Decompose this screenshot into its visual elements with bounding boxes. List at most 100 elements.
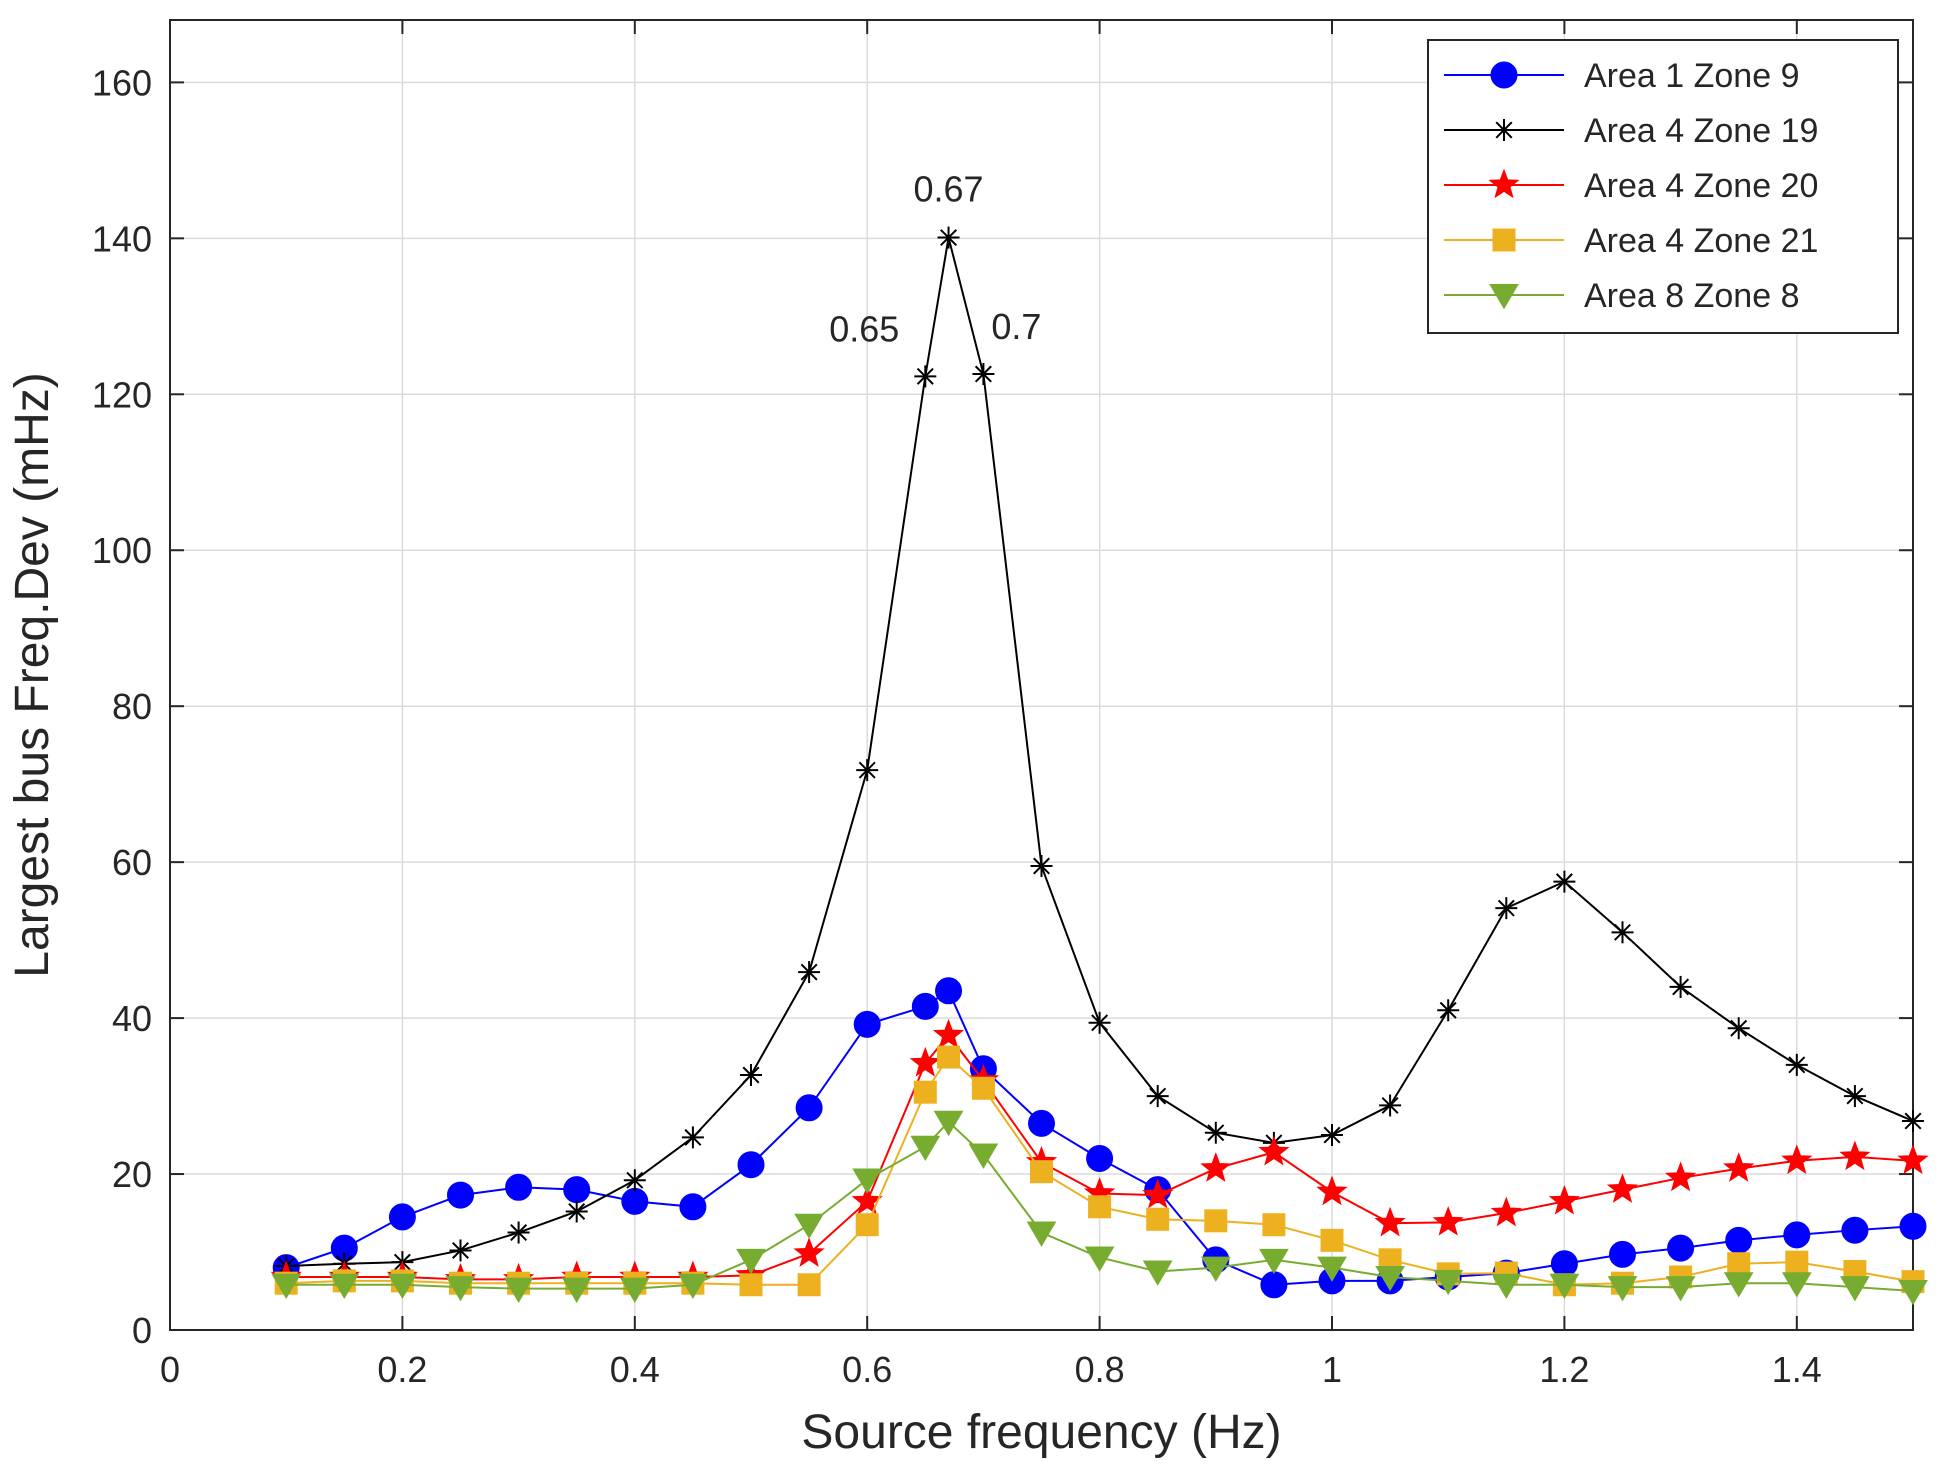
legend-marker [1488, 168, 1520, 199]
asterisk-stroke [510, 1224, 528, 1242]
y-tick-label: 40 [112, 998, 152, 1039]
data-point [1374, 1206, 1406, 1237]
legend-label: Area 4 Zone 19 [1584, 112, 1818, 150]
data-point [971, 1076, 995, 1100]
legend-marker [1490, 61, 1518, 89]
data-point [911, 992, 939, 1020]
data-point [1379, 1094, 1402, 1117]
series-line [286, 1120, 1914, 1293]
point-annotation: 0.7 [991, 306, 1041, 347]
data-point [737, 1151, 765, 1179]
annotation-layer: 0.67 0.65 0.7 [829, 169, 1041, 350]
data-point [679, 1193, 707, 1221]
data-point [851, 1184, 883, 1215]
legend-marker [1492, 228, 1516, 252]
data-point [445, 1276, 476, 1302]
data-point [565, 1200, 588, 1223]
data-point [1665, 1276, 1696, 1302]
asterisk-stroke [1207, 1124, 1225, 1142]
data-point [505, 1173, 533, 1201]
legend-marker [1493, 119, 1515, 141]
data-point [1028, 1109, 1055, 1137]
data-point [1606, 1173, 1639, 1203]
legend-entry: Area 4 Zone 21 [1444, 222, 1818, 260]
data-point [1725, 1226, 1753, 1254]
x-tick-label: 1 [1322, 1349, 1342, 1390]
asterisk-stroke [800, 963, 818, 981]
data-point [972, 363, 995, 386]
y-tick-label: 120 [92, 374, 152, 415]
data-point [1723, 1152, 1755, 1182]
data-point [855, 1213, 879, 1237]
asterisk-stroke [1495, 121, 1513, 139]
data-point [853, 1010, 881, 1038]
data-point [1142, 1260, 1173, 1286]
series-area-8-zone-8 [271, 1110, 1928, 1306]
data-point [797, 1273, 821, 1297]
data-point [1781, 1272, 1812, 1298]
legend-label: Area 4 Zone 20 [1584, 167, 1818, 205]
data-point [736, 1248, 766, 1275]
data-point [856, 759, 879, 782]
data-point [1664, 1161, 1697, 1192]
data-point [1897, 1144, 1929, 1175]
data-point [913, 1080, 937, 1104]
data-point [1548, 1184, 1581, 1215]
data-point [623, 1169, 646, 1192]
asterisk-stroke [1091, 1014, 1109, 1032]
asterisk-stroke [1149, 1087, 1167, 1105]
data-point [1204, 1121, 1227, 1144]
asterisk-stroke [626, 1171, 644, 1189]
data-point [1088, 1011, 1111, 1034]
legend-marker [1489, 284, 1519, 310]
legend-entry: Area 4 Zone 20 [1444, 167, 1818, 205]
asterisk-stroke [1730, 1019, 1748, 1037]
data-point [935, 977, 963, 1005]
data-point [1200, 1256, 1231, 1282]
asterisk-stroke [568, 1202, 586, 1220]
data-point [1030, 1160, 1053, 1184]
data-point [1609, 1240, 1636, 1268]
data-point [798, 961, 821, 984]
legend: Area 1 Zone 9 Area 4 Zone 19 Area 4 Zone 2… [1427, 39, 1899, 334]
data-point [1146, 1207, 1170, 1231]
data-point [909, 1046, 941, 1077]
data-point [1200, 1152, 1232, 1182]
data-point [937, 226, 960, 249]
data-point [1669, 975, 1692, 998]
data-point [1491, 1273, 1522, 1300]
data-point [387, 1273, 418, 1300]
plot-frame [169, 19, 1914, 1331]
legend-entry: Area 4 Zone 19 [1444, 112, 1818, 150]
data-point [1088, 1195, 1112, 1219]
data-point [1549, 1273, 1580, 1300]
data-point [739, 1273, 763, 1297]
data-point [507, 1221, 530, 1244]
asterisk-stroke [1555, 873, 1573, 891]
data-point [1607, 1276, 1638, 1302]
data-point [1433, 1269, 1464, 1296]
legend-label: Area 8 Zone 8 [1584, 277, 1799, 315]
asterisk-stroke [1439, 1001, 1457, 1019]
data-point [1667, 1234, 1695, 1262]
y-tick-label: 80 [112, 686, 152, 727]
data-point [1259, 1248, 1289, 1275]
asterisk-stroke [1497, 899, 1515, 917]
point-annotation: 0.67 [914, 169, 984, 210]
data-point [1785, 1053, 1808, 1076]
y-tick-label: 160 [92, 62, 152, 103]
y-axis-label: Largest bus Freq.Dev (mHz) [6, 372, 59, 978]
asterisk-stroke [452, 1241, 469, 1259]
x-tick-label: 1.2 [1539, 1349, 1589, 1390]
data-point [1375, 1265, 1405, 1292]
series-area-4-zone-19 [275, 226, 1924, 1278]
asterisk-stroke [1033, 857, 1050, 875]
data-point [1320, 1228, 1344, 1252]
asterisk-stroke [974, 365, 992, 383]
data-point [1899, 1212, 1927, 1240]
data-point [1785, 1250, 1809, 1274]
data-point [1432, 1205, 1464, 1236]
series-area-1-zone-9 [272, 977, 1927, 1299]
data-point [1495, 897, 1518, 920]
legend-label: Area 1 Zone 9 [1584, 57, 1799, 95]
